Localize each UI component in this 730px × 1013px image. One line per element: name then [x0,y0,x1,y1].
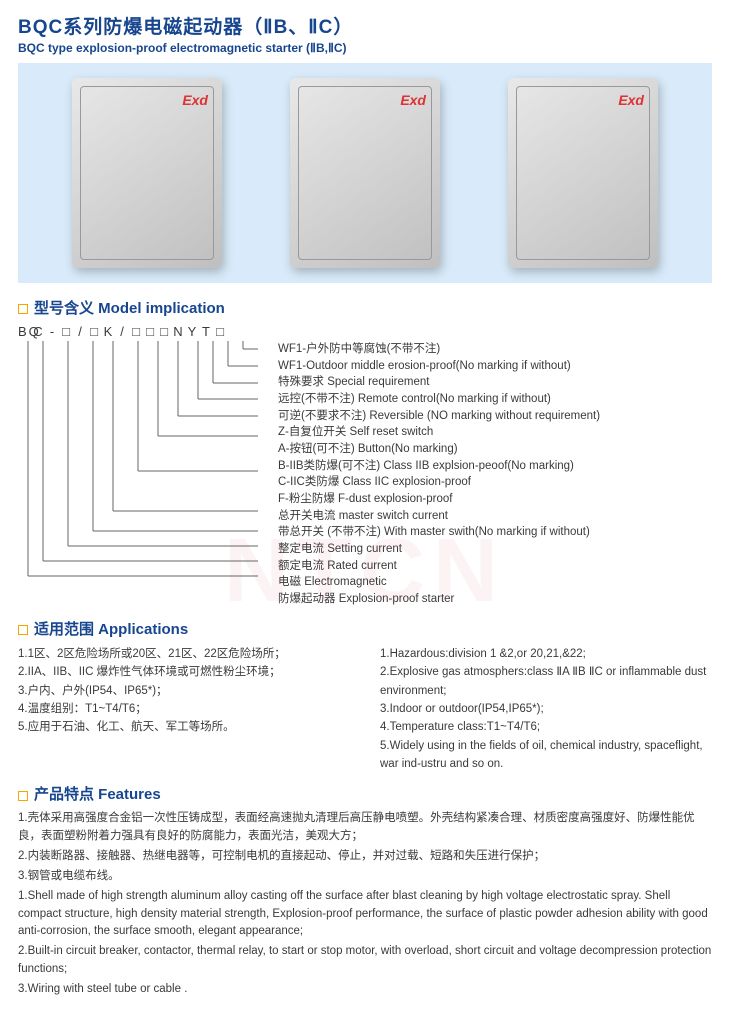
model-implication-block: BQC-□/□K/□□□NYT□ [18,324,712,608]
app-line: 2.IIA、IIB、IIC 爆炸性气体环境或可燃性粉尘环境； [18,663,350,681]
applications-chinese: 1.1区、2区危险场所或20区、21区、22区危险场所； 2.IIA、IIB、I… [18,645,350,774]
section-header-model: 型号含义 Model implication [18,297,712,318]
device-photo-2: Exd [290,78,440,268]
app-line: 4.温度组别：T1~T4/T6； [18,700,350,718]
model-line: WF1-Outdoor middle erosion-proof(No mark… [278,358,712,375]
exd-label: Exd [400,92,426,108]
square-icon [18,304,28,314]
model-line: 电磁 Electromagnetic [278,574,712,591]
app-line: 4.Temperature class:T1~T4/T6; [380,718,712,736]
model-line: 整定电流 Setting current [278,541,712,558]
model-line: C-IIC类防爆 Class IIC explosion-proof [278,474,712,491]
app-line: 1.1区、2区危险场所或20区、21区、22区危险场所； [18,645,350,663]
model-line: 防爆起动器 Explosion-proof starter [278,591,712,608]
model-line: Z-自复位开关 Self reset switch [278,424,712,441]
applications-block: 1.1区、2区危险场所或20区、21区、22区危险场所； 2.IIA、IIB、I… [18,645,712,774]
product-photo-band: Exd Exd Exd [18,63,712,283]
model-line: 特殊要求 Special requirement [278,374,712,391]
applications-english: 1.Hazardous:division 1 &2,or 20,21,&22; … [380,645,712,774]
feature-line: 3.Wiring with steel tube or cable . [18,981,712,999]
feature-line: 2.Built-in circuit breaker, contactor, t… [18,943,712,979]
model-line: 额定电流 Rated current [278,558,712,575]
model-line: B-IIB类防爆(可不注) Class IIB explsion-peoof(N… [278,458,712,475]
app-line: 5.Widely using in the fields of oil, che… [380,737,712,774]
feature-line: 1.壳体采用高强度合金铝一次性压铸成型，表面经高速抛丸清理后高压静电喷塑。外壳结… [18,810,712,846]
model-line: 远控(不带不注) Remote control(No marking if wi… [278,391,712,408]
bracket-diagram [18,341,258,581]
bracket-lines-icon [18,341,258,581]
model-description-list: WF1-户外防中等腐蚀(不带不注) WF1-Outdoor middle ero… [278,341,712,608]
feature-line: 3.钢管或电缆布线。 [18,868,712,886]
square-icon [18,625,28,635]
device-photo-1: Exd [72,78,222,268]
title-chinese: BQC系列防爆电磁起动器（ⅡB、ⅡC） [18,12,712,39]
features-block: 1.壳体采用高强度合金铝一次性压铸成型，表面经高速抛丸清理后高压静电喷塑。外壳结… [18,810,712,998]
exd-label: Exd [182,92,208,108]
app-line: 3.户内、户外(IP54、IP65*)； [18,682,350,700]
square-icon [18,791,28,801]
device-photo-3: Exd [508,78,658,268]
model-line: WF1-户外防中等腐蚀(不带不注) [278,341,712,358]
app-line: 3.Indoor or outdoor(IP54,IP65*); [380,700,712,718]
feature-line: 1.Shell made of high strength aluminum a… [18,888,712,941]
model-line: 可逆(不要求不注) Reversible (NO marking without… [278,408,712,425]
model-line: F-粉尘防爆 F-dust explosion-proof [278,491,712,508]
model-code-line: BQC-□/□K/□□□NYT□ [18,324,712,339]
section-header-features: 产品特点 Features [18,783,712,804]
model-line: A-按钮(可不注) Button(No marking) [278,441,712,458]
model-line: 总开关电流 master switch current [278,508,712,525]
feature-line: 2.内装断路器、接触器、热继电器等，可控制电机的直接起动、停止，并对过载、短路和… [18,848,712,866]
exd-label: Exd [618,92,644,108]
app-line: 2.Explosive gas atmosphers:class ⅡA ⅡB Ⅱ… [380,663,712,700]
model-line: 带总开关 (不带不注) With master swith(No marking… [278,524,712,541]
app-line: 5.应用于石油、化工、航天、军工等场所。 [18,718,350,736]
title-english: BQC type explosion-proof electromagnetic… [18,41,712,55]
section-header-applications: 适用范围 Applications [18,618,712,639]
app-line: 1.Hazardous:division 1 &2,or 20,21,&22; [380,645,712,663]
